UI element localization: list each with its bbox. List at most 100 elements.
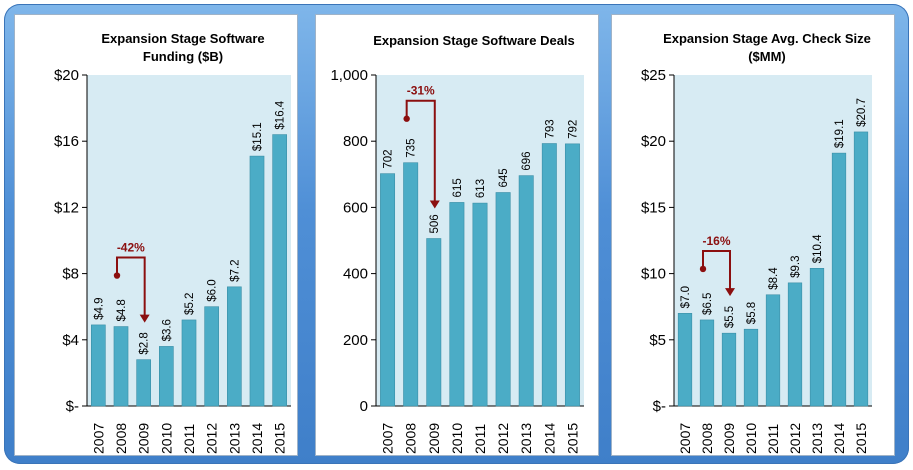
x-tick-label: 2007 <box>380 423 396 454</box>
bar-2013 <box>518 175 534 407</box>
x-tick-label: 2009 <box>426 423 442 454</box>
bar-2015 <box>272 134 287 407</box>
y-tick-label: 1,000 <box>330 67 368 84</box>
x-tick-label: 2012 <box>787 423 803 454</box>
y-tick-label: $8 <box>62 266 79 283</box>
bar-2013 <box>227 286 242 407</box>
chart-title-line: ($MM) <box>748 49 786 64</box>
x-tick-label: 2009 <box>721 423 737 454</box>
x-tick-label: 2007 <box>90 423 106 454</box>
x-tick-label: 2010 <box>449 423 465 454</box>
x-tick-label: 2014 <box>831 423 847 454</box>
data-label: $5.5 <box>724 306 736 328</box>
data-label: 702 <box>383 149 395 168</box>
data-label: $6.5 <box>702 293 714 315</box>
bar-2012 <box>204 306 219 407</box>
data-label: 645 <box>498 168 510 187</box>
y-tick-label: $20 <box>54 67 79 84</box>
x-tick-label: 2007 <box>677 423 693 454</box>
y-tick-label: $25 <box>641 67 666 84</box>
data-label: $6.0 <box>207 279 219 301</box>
annotation-arrowhead <box>429 200 440 209</box>
y-tick-label: 800 <box>343 133 368 150</box>
x-tick-label: 2015 <box>853 423 869 454</box>
data-label: $2.8 <box>139 332 151 354</box>
funding-chart: Expansion Stage Software Funding ($B) $- $4… <box>54 31 291 454</box>
x-tick-label: 2013 <box>809 423 825 454</box>
bar-2010 <box>449 202 465 407</box>
annotation-connector <box>116 256 146 316</box>
data-label: $7.0 <box>680 286 692 308</box>
data-label: 613 <box>475 179 487 198</box>
x-tick-label: 2011 <box>472 424 488 454</box>
y-tick-label: 600 <box>343 199 368 216</box>
x-tick-label: 2013 <box>226 423 242 454</box>
chart-panel-funding: Expansion Stage Software Funding ($B) $- $4… <box>14 14 298 456</box>
data-label: $3.6 <box>161 319 173 341</box>
data-label: $5.2 <box>184 293 196 315</box>
bar-2009 <box>426 238 442 407</box>
bar-2008 <box>113 326 129 407</box>
x-tick-label: 2008 <box>403 423 419 454</box>
bar-2014 <box>249 155 265 407</box>
annotation-arrowhead <box>725 288 735 297</box>
bar-2007 <box>380 173 396 407</box>
bar-2013 <box>809 268 825 407</box>
data-label: $7.2 <box>229 259 241 281</box>
annotation-connector <box>405 99 436 202</box>
annotation-percent-label: -16% <box>702 234 730 248</box>
chart-title-line: Expansion Stage Software Deals <box>373 33 575 48</box>
bar-2008 <box>699 319 715 407</box>
data-label: $20.7 <box>856 98 868 127</box>
x-tick-label: 2015 <box>272 423 288 454</box>
bar-2007 <box>91 324 106 407</box>
bar-2012 <box>787 282 803 407</box>
bar-2014 <box>831 152 847 407</box>
y-tick-label: $- <box>653 398 666 415</box>
data-label: $5.8 <box>746 302 758 324</box>
x-tick-label: 2012 <box>495 423 511 454</box>
chart-title-line: Expansion Stage Avg. Check Size <box>663 31 871 46</box>
data-label: $10.4 <box>812 234 824 263</box>
x-tick-label: 2012 <box>204 423 220 454</box>
y-tick-label: $12 <box>54 199 79 216</box>
bar-2007 <box>677 313 693 407</box>
bar-2011 <box>765 294 781 407</box>
x-tick-label: 2013 <box>518 423 534 454</box>
annotation-arrowhead <box>139 314 150 323</box>
bar-2011 <box>181 319 197 407</box>
x-tick-label: 2010 <box>158 423 174 454</box>
y-tick-label: 0 <box>360 398 368 415</box>
x-tick-label: 2008 <box>699 423 715 454</box>
check-size-chart: Expansion Stage Avg. Check Size ($MM) $- $5… <box>641 31 872 454</box>
data-label: $4.9 <box>93 298 105 320</box>
bar-2012 <box>495 192 511 407</box>
annotation-percent-label: -31% <box>407 84 435 98</box>
x-tick-label: 2010 <box>743 423 759 454</box>
bar-2010 <box>159 346 174 407</box>
bar-2010 <box>743 328 759 407</box>
bar-2011 <box>472 202 488 407</box>
x-tick-label: 2011 <box>181 424 197 454</box>
data-label: $8.4 <box>768 267 780 290</box>
chart-panel-check-size: Expansion Stage Avg. Check Size ($MM) $- $5… <box>611 14 895 456</box>
bar-2015 <box>853 131 869 407</box>
annotation-connector <box>702 249 731 290</box>
y-tick-label: $10 <box>641 266 666 283</box>
x-tick-label: 2014 <box>249 423 265 454</box>
bar-2009 <box>136 359 151 407</box>
y-tick-label: $4 <box>62 332 79 349</box>
bar-2015 <box>564 143 580 407</box>
data-label: 735 <box>406 139 418 158</box>
data-label: 506 <box>429 214 441 233</box>
chart-title-line: Funding ($B) <box>143 49 223 64</box>
y-tick-label: $- <box>66 398 79 415</box>
data-label: 696 <box>521 151 533 170</box>
x-tick-label: 2008 <box>113 423 129 454</box>
data-label: $16.4 <box>275 100 287 129</box>
chart-title-line: Expansion Stage Software <box>101 31 264 46</box>
bar-2009 <box>721 332 737 407</box>
deals-chart: Expansion Stage Software Deals 0 200 400 600… <box>330 33 584 454</box>
data-label: 793 <box>544 119 556 138</box>
y-tick-label: $5 <box>649 332 666 349</box>
